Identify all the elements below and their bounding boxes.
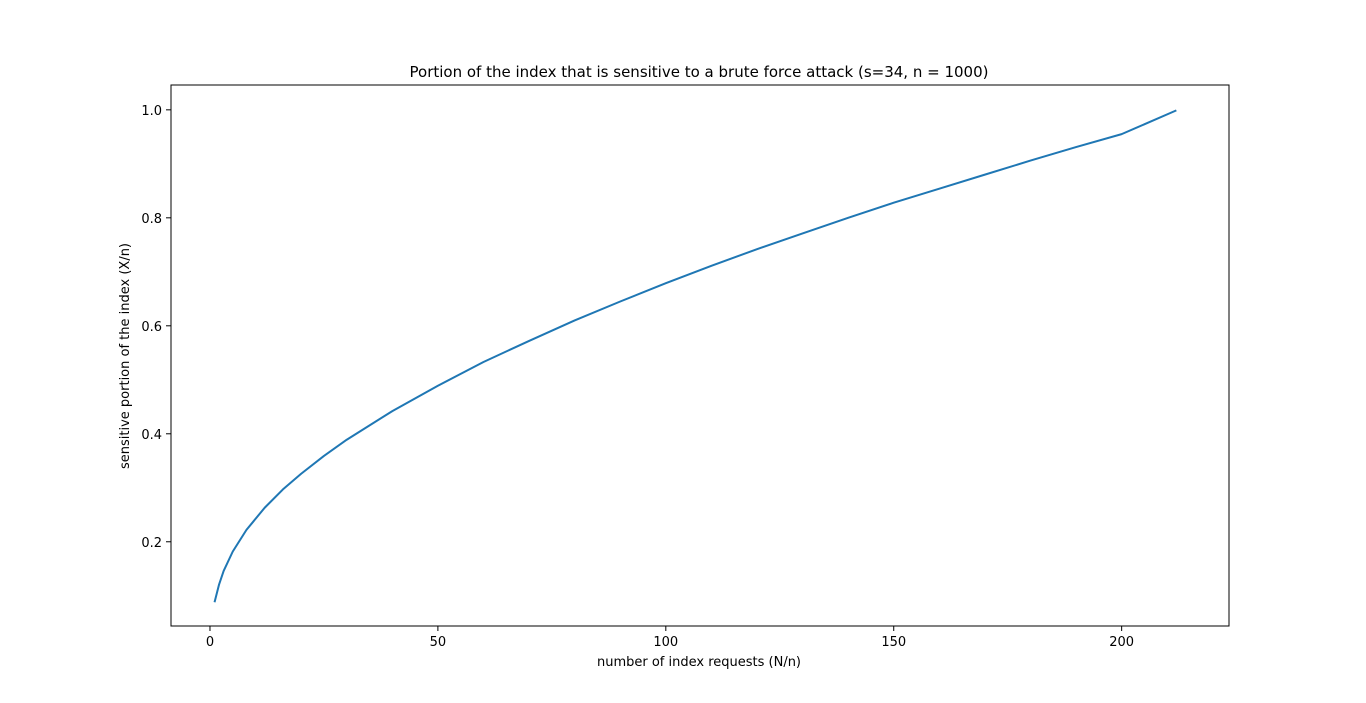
y-axis-label: sensitive portion of the index (X/n)	[118, 243, 133, 469]
x-tick-label: 50	[430, 635, 447, 650]
x-tick-label: 100	[653, 635, 678, 650]
plot-frame	[170, 84, 1230, 627]
y-tick-label: 0.8	[141, 212, 162, 227]
x-tick-label: 150	[881, 635, 906, 650]
y-tick-label: 0.2	[141, 536, 162, 551]
chart-title: Portion of the index that is sensitive t…	[410, 63, 989, 81]
y-tick-label: 0.4	[141, 428, 162, 443]
x-tick-label: 200	[1109, 635, 1134, 650]
series-line-1	[213, 109, 1177, 603]
y-tick-label: 1.0	[141, 104, 162, 119]
y-tick-label: 0.6	[141, 320, 162, 335]
y-axis: 0.2 0.4 0.6 0.8 1.0	[141, 104, 171, 551]
x-axis-label: number of index requests (N/n)	[597, 655, 801, 670]
x-axis: 0 50 100 150 200	[206, 626, 1134, 650]
x-tick-label: 0	[206, 635, 214, 650]
plot-area	[170, 84, 1230, 627]
